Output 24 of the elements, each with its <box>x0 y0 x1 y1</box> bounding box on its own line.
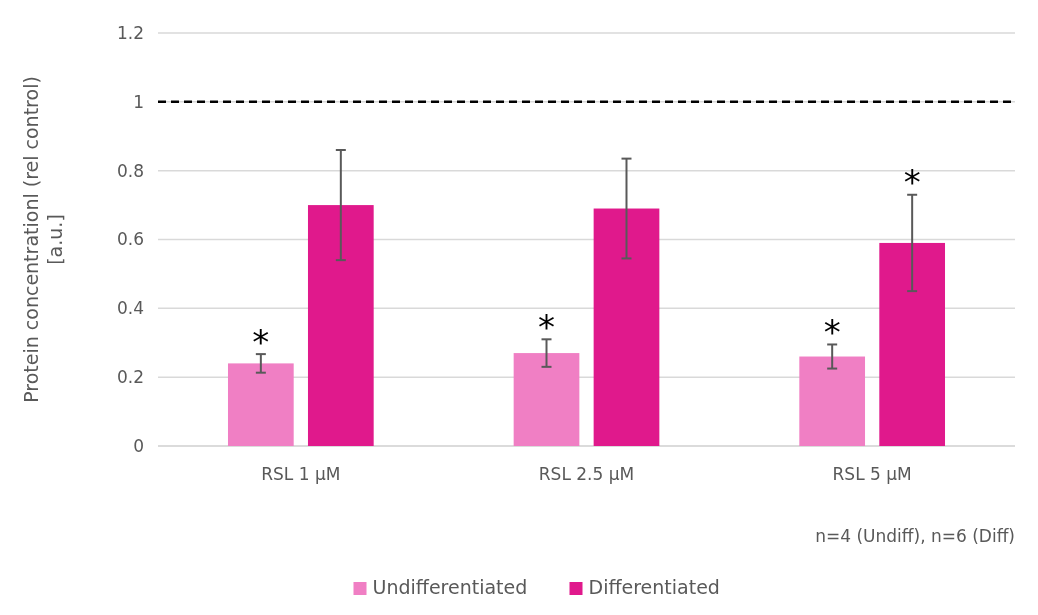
y-tick-label: 0.8 <box>116 160 144 181</box>
y-tick-label: 1.2 <box>116 22 144 43</box>
bar <box>307 205 374 446</box>
x-tick-label: RSL 2.5 µM <box>538 464 635 484</box>
bar <box>799 356 866 446</box>
y-tick-label: 0.2 <box>116 367 144 388</box>
y-tick-label: 0.4 <box>116 298 144 319</box>
bar <box>513 353 580 446</box>
y-tick-label: 0 <box>133 435 144 456</box>
y-tick-label: 1 <box>133 91 144 112</box>
bar <box>593 208 660 446</box>
x-tick-label: RSL 5 µM <box>832 464 912 484</box>
data-label: * <box>538 306 556 347</box>
legend-label: Differentiated <box>588 576 720 598</box>
legend-label: Undifferentiated <box>372 576 528 598</box>
data-label: * <box>252 321 270 362</box>
bar <box>879 242 946 446</box>
bar <box>227 363 294 446</box>
data-label: * <box>823 311 841 352</box>
x-tick-label: RSL 1 µM <box>261 464 341 484</box>
text: n=4 (Undiff), n=6 (Diff) <box>815 526 1015 546</box>
data-label: * <box>903 162 921 203</box>
y-tick-label: 0.6 <box>116 229 144 250</box>
y-axis-title: Protein concentrationl (rel control) [a.u.] <box>20 76 66 403</box>
